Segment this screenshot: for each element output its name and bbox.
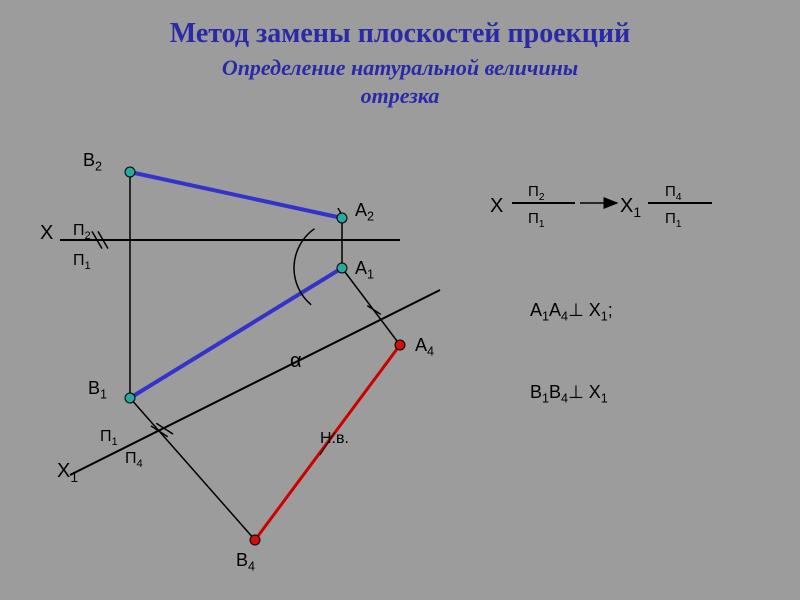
- label-P1b: П1: [100, 428, 118, 448]
- scheme-P2a: П2: [528, 183, 545, 203]
- label-X: X: [40, 222, 53, 245]
- label-NV: Н.в.: [320, 430, 349, 448]
- label-P1: П1: [73, 252, 91, 272]
- subtitle-line2: отрезка: [0, 83, 800, 109]
- label-B1: В1: [88, 378, 107, 402]
- label-A1: А1: [355, 258, 374, 282]
- diagram-stage: Метод замены плоскостей проекций Определ…: [0, 0, 800, 600]
- label-alpha: α: [290, 350, 302, 373]
- label-X1: X1: [57, 460, 78, 485]
- label-A4: А4: [415, 335, 434, 359]
- scheme-P4b: П4: [665, 183, 682, 203]
- title-main: Метод замены плоскостей проекций: [0, 18, 800, 50]
- label-B2: В2: [83, 150, 102, 174]
- scheme-P1b: П1: [665, 210, 682, 230]
- label-P2: П2: [73, 222, 91, 242]
- scheme-P1a: П1: [528, 210, 545, 230]
- annotation-line1: А1А4⊥ X1;: [530, 300, 613, 324]
- subtitle-line1: Определение натуральной величины: [0, 55, 800, 81]
- scheme-x1: X1: [620, 195, 641, 220]
- scheme-x: X: [490, 195, 503, 218]
- annotation-line2: В1В4⊥ X1: [530, 382, 608, 406]
- label-P4: П4: [125, 450, 143, 470]
- label-B4: В4: [236, 550, 255, 574]
- label-A2: А2: [355, 200, 374, 224]
